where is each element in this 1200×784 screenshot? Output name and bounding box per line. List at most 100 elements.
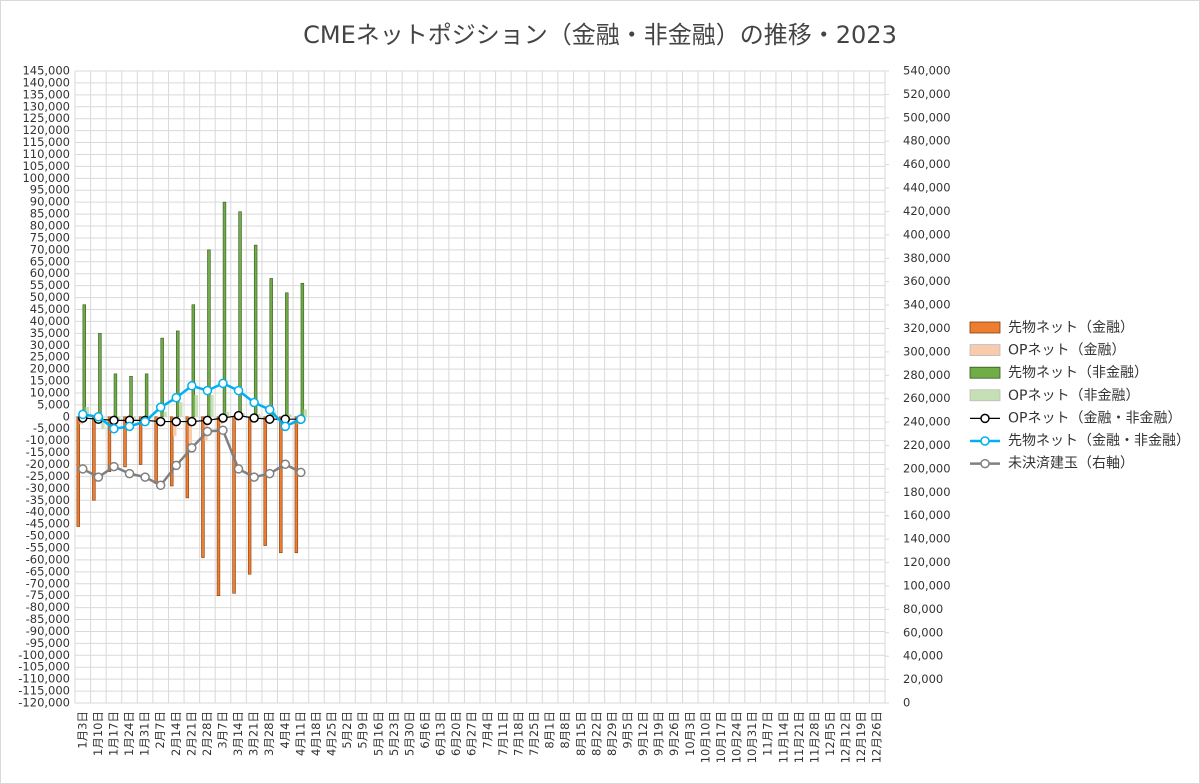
y-tick-label: 20,000 [30,362,70,376]
bar [232,416,236,594]
x-tick-label: 4月11日 [293,711,307,756]
legend-swatch [969,366,1001,379]
line-marker [171,392,181,403]
y2-tick-label: 160,000 [903,508,951,522]
y2-tick-label: 460,000 [903,157,951,171]
x-tick-label: 3月7日 [215,711,229,749]
line-marker [280,459,291,469]
x-tick-label: 11月28日 [807,711,821,763]
x-tick-label: 1月17日 [106,711,120,756]
x-tick-label: 10月3日 [683,711,697,756]
y-tick-label: -95,000 [26,636,70,650]
y-tick-label: -5,000 [33,421,70,435]
x-tick-label: 4月4日 [278,711,292,749]
bar [216,416,221,596]
line-marker [109,461,119,472]
y2-tick-label: 520,000 [903,87,951,101]
line-marker [218,378,228,389]
bar [82,304,86,418]
x-tick-label: 8月8日 [558,711,572,749]
y-tick-label: 45,000 [30,302,70,316]
legend-label: 先物ネット（非金融） [1008,365,1148,381]
y-tick-label: 140,000 [22,75,70,89]
x-tick-label: 10月31日 [745,711,759,763]
y-tick-label: 135,000 [22,87,70,101]
x-tick-label: 8月1日 [543,711,557,749]
line-marker [202,426,213,437]
x-tick-label: 12月26日 [870,711,884,763]
line-marker [202,415,213,426]
bar [253,244,258,418]
line-marker [187,381,197,391]
bar [144,373,149,418]
y2-tick-label: 80,000 [903,602,943,616]
bar [303,409,308,418]
y-tick-label: -90,000 [26,624,70,638]
y-tick-label: -15,000 [26,445,70,459]
bar [163,411,167,418]
y-tick-label: -80,000 [26,600,70,614]
y-tick-label: 30,000 [30,338,70,352]
line-marker [155,402,166,413]
y-tick-label: 80,000 [30,219,70,233]
y-tick-label: -65,000 [26,564,70,578]
legend-label: OPネット（金融） [1008,343,1125,359]
x-tick-label: 5月9日 [356,711,370,749]
x-tick-label: 5月2日 [340,711,354,749]
y-tick-label: 130,000 [22,99,70,113]
y-tick-label: 120,000 [22,123,70,137]
bar [191,304,196,418]
line-marker [155,416,166,427]
line-marker [109,423,119,434]
bar [179,402,183,418]
line-marker [140,416,150,427]
y2-tick-label: 220,000 [903,438,951,452]
y-tick-label: 95,000 [30,183,70,197]
y-tick-label: -120,000 [18,696,70,710]
x-tick-label: 9月5日 [620,711,634,749]
bar [210,395,214,418]
line-marker [93,412,104,422]
y-tick-label: 25,000 [30,350,70,364]
y2-tick-label: 360,000 [903,274,951,288]
x-tick-label: 1月24日 [122,711,136,756]
line-marker [249,413,259,423]
line-marker [78,409,88,420]
x-tick-label: 10月10日 [698,711,712,763]
x-tick-label: 11月14日 [776,711,790,763]
y-tick-label: 100,000 [22,171,70,185]
x-tick-label: 6月6日 [418,711,432,749]
x-tick-label: 8月29日 [605,711,619,756]
line-marker [187,443,197,453]
y-tick-label: -115,000 [18,684,70,698]
x-tick-label: 5月23日 [387,711,401,756]
y-tick-label: -45,000 [26,517,70,531]
bar [269,278,273,418]
bar [107,416,112,472]
x-tick-label: 3月21日 [247,711,261,756]
bar [185,416,190,499]
y-tick-label: 5,000 [37,397,70,411]
line-marker [264,404,275,415]
x-tick-label: 9月26日 [667,711,681,756]
legend-label: 先物ネット（金融） [1008,320,1134,336]
bar [285,292,289,418]
line-marker [233,385,244,396]
x-tick-label: 9月19日 [652,711,666,756]
y-tick-label: -70,000 [26,576,70,590]
y-tick-label: 55,000 [30,278,70,292]
y2-tick-label: 400,000 [903,227,951,241]
x-tick-label: 4月25日 [325,711,339,756]
y-tick-label: 15,000 [30,374,70,388]
y-tick-label: -30,000 [26,481,70,495]
line-marker [264,414,275,424]
line-marker [124,421,135,432]
line-marker [109,415,119,426]
bar [113,373,118,418]
y2-tick-label: 140,000 [903,532,951,546]
x-tick-label: 7月18日 [511,711,525,756]
y2-tick-label: 100,000 [903,578,951,592]
x-tick-label: 7月25日 [527,711,541,756]
bar [188,416,193,444]
y2-tick-label: 180,000 [903,485,951,499]
